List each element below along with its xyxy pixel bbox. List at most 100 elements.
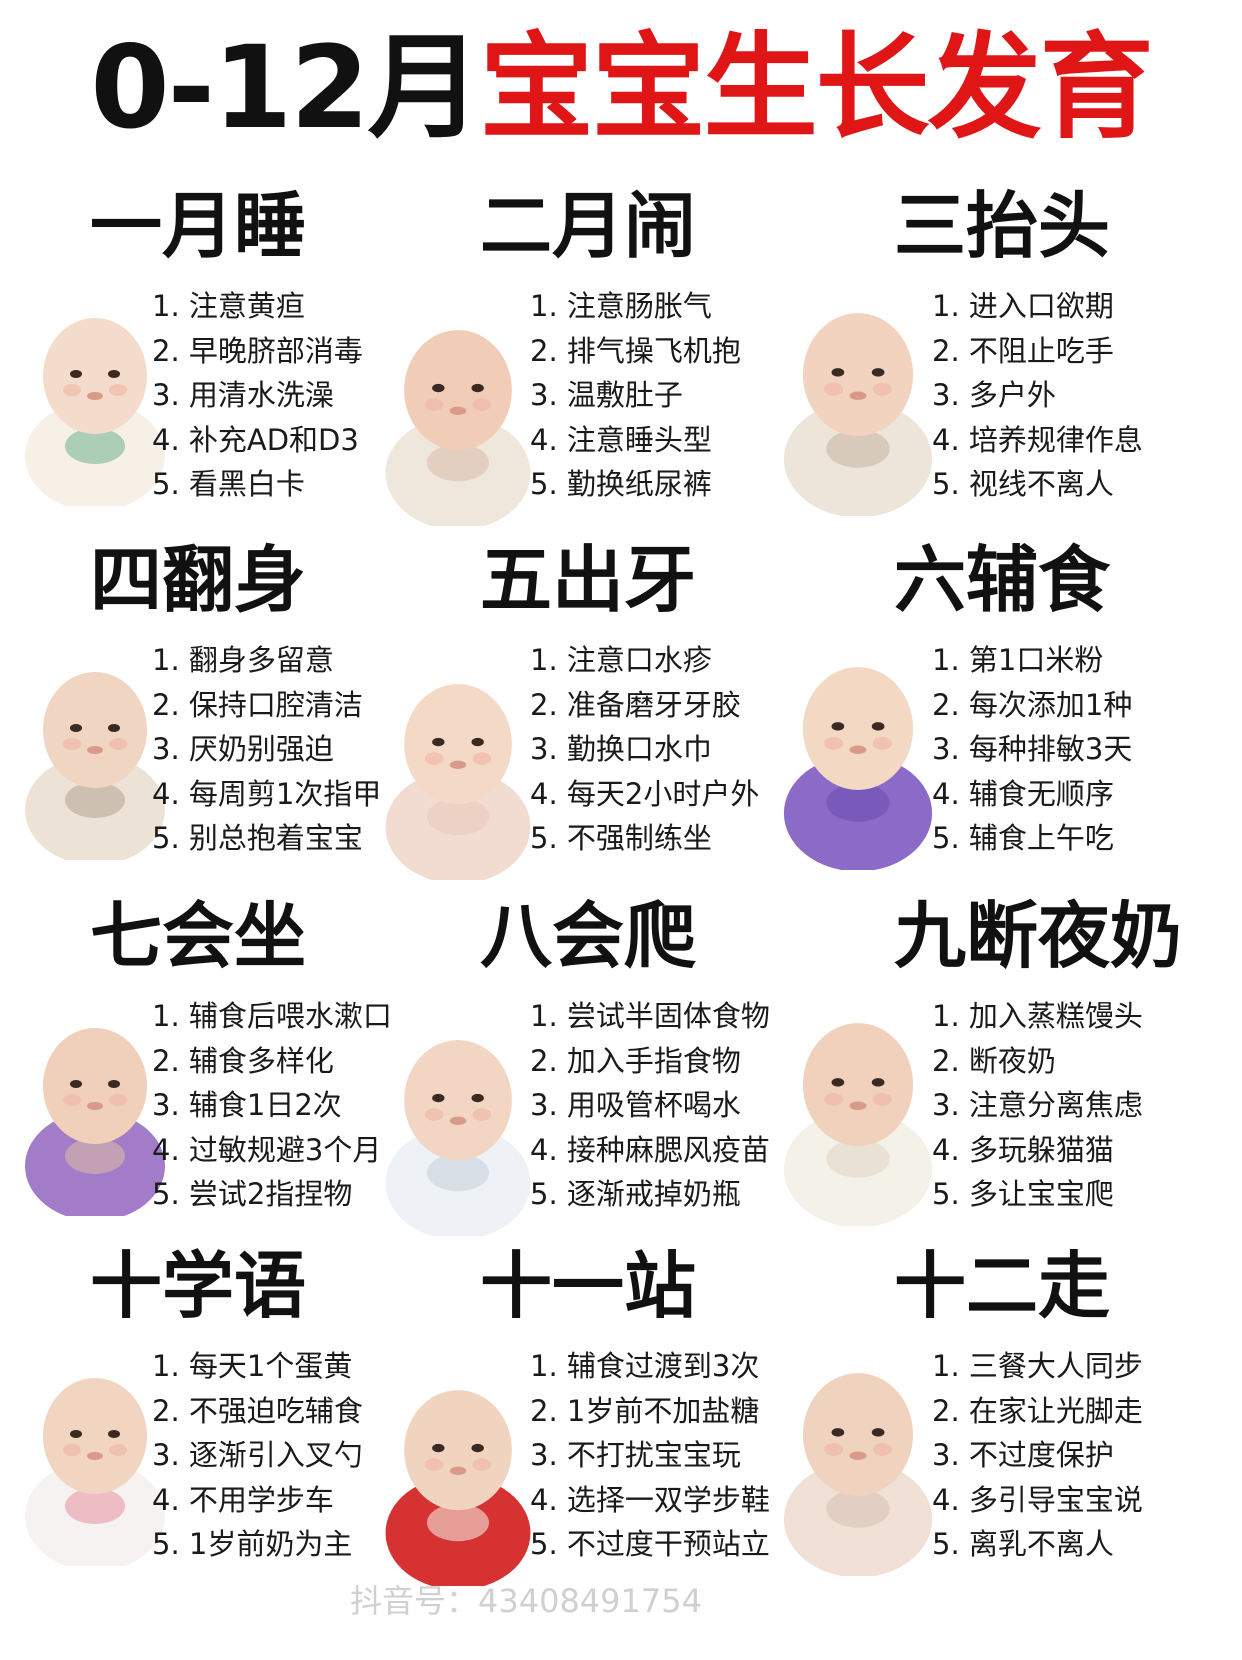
tip-item: 1. 加入蒸糕馒头 <box>932 999 1143 1033</box>
baby-purple-hat-photo <box>768 640 948 870</box>
baby-lifting-head-photo <box>768 286 948 516</box>
month-section-12: 十二走 1. 三餐大人同步 2. 在家让光脚走 3. 不过度保护 4. 多引导宝宝说 5.… <box>783 1236 1242 1608</box>
tip-item: 4. 不用学步车 <box>152 1482 334 1517</box>
tips-list: 1. 三餐大人同步 2. 在家让光脚走 3. 不过度保护 4. 多引导宝宝说 5. 离乳… <box>932 1344 1143 1567</box>
tip-item: 2. 加入手指食物 <box>530 1043 741 1078</box>
month-section-10: 十学语 1. 每天1个蛋黄 2. 不强迫吃辅食 3. 逐渐引入叉勺 4. 不用学步车 5.… <box>0 1236 414 1608</box>
tips-list: 1. 第1口米粉 2. 每次添加1种 3. 每种排敏3天 4. 辅食无顺序 5. 辅食上… <box>932 638 1132 861</box>
month-section-2: 二月闹 1. 注意肠胀气 2. 排气操飞机抱 3. 温敷肚子 4. 注意睡头型 5. 勤换… <box>385 176 828 548</box>
tip-item: 4. 过敏规避3个月 <box>152 1132 382 1167</box>
tips-list: 1. 注意口水疹 2. 准备磨牙牙胶 3. 勤换口水巾 4. 每天2小时户外 5. 不强… <box>530 638 759 861</box>
tip-item: 1. 辅食后喂水漱口 <box>152 999 392 1033</box>
month-section-5: 五出牙 1. 注意口水疹 2. 准备磨牙牙胶 3. 勤换口水巾 4. 每天2小时户外 5.… <box>385 530 828 902</box>
baby-pink-outfit-photo <box>768 1346 948 1576</box>
tip-item: 3. 注意分离焦虑 <box>932 1088 1143 1122</box>
tip-item: 4. 每天2小时户外 <box>530 776 760 811</box>
tip-item: 5. 不强制练坐 <box>530 821 712 855</box>
tips-list: 1. 注意肠胀气 2. 排气操飞机抱 3. 温敷肚子 4. 注意睡头型 5. 勤换纸尿裤 <box>530 284 741 507</box>
tip-item: 3. 不打扰宝宝玩 <box>530 1438 741 1472</box>
page-title: 0-12月宝宝生长发育 <box>0 18 1242 158</box>
tip-item: 1. 翻身多留意 <box>152 643 334 677</box>
tip-item: 3. 不过度保护 <box>932 1438 1114 1472</box>
tip-item: 2. 辅食多样化 <box>152 1043 334 1078</box>
month-heading: 六辅食 <box>894 538 1111 622</box>
month-section-7: 七会坐 1. 辅食后喂水漱口 2. 辅食多样化 3. 辅食1日2次 4. 过敏规避3个月… <box>0 886 414 1258</box>
tip-item: 1. 注意肠胀气 <box>530 289 712 323</box>
tips-list: 1. 每天1个蛋黄 2. 不强迫吃辅食 3. 逐渐引入叉勺 4. 不用学步车 5. 1岁… <box>152 1344 363 1567</box>
tip-item: 5. 勤换纸尿裤 <box>530 467 712 501</box>
tip-item: 3. 用清水洗澡 <box>152 378 334 412</box>
baby-purple-hood-photo <box>10 1006 180 1216</box>
tip-item: 4. 多玩躲猫猫 <box>932 1132 1114 1167</box>
tip-item: 2. 每次添加1种 <box>932 687 1133 722</box>
tip-item: 4. 培养规律作息 <box>932 422 1143 457</box>
title-age-range: 0-12月 <box>90 21 481 154</box>
tip-item: 1. 每天1个蛋黄 <box>152 1349 353 1383</box>
tip-item: 2. 在家让光脚走 <box>932 1393 1143 1428</box>
tip-item: 1. 注意黄疸 <box>152 289 305 323</box>
baby-crying-photo <box>370 306 546 526</box>
tip-item: 2. 排气操飞机抱 <box>530 333 741 368</box>
tips-list: 1. 进入口欲期 2. 不阻止吃手 3. 多户外 4. 培养规律作息 5. 视线不离人 <box>932 284 1143 507</box>
tip-item: 2. 断夜奶 <box>932 1043 1056 1078</box>
baby-crawling-photo <box>370 1016 546 1236</box>
tip-item: 5. 看黑白卡 <box>152 467 305 501</box>
tip-item: 4. 选择一双学步鞋 <box>530 1482 770 1517</box>
month-heading: 四翻身 <box>90 538 307 622</box>
baby-sleeping-photo <box>10 296 180 506</box>
tip-item: 1. 注意口水疹 <box>530 643 712 677</box>
month-heading: 十二走 <box>894 1244 1111 1328</box>
tip-item: 1. 三餐大人同步 <box>932 1349 1143 1383</box>
tips-list: 1. 加入蒸糕馒头 2. 断夜奶 3. 注意分离焦虑 4. 多玩躲猫猫 5. 多让宝宝爬 <box>932 994 1143 1217</box>
tip-item: 4. 注意睡头型 <box>530 422 712 457</box>
month-heading: 十一站 <box>480 1244 697 1328</box>
tip-item: 5. 逐渐戒掉奶瓶 <box>530 1177 741 1211</box>
tip-item: 3. 多户外 <box>932 378 1056 412</box>
tip-item: 2. 准备磨牙牙胶 <box>530 687 741 722</box>
month-section-3: 三抬头 1. 进入口欲期 2. 不阻止吃手 3. 多户外 4. 培养规律作息 5. 视线不… <box>783 176 1242 548</box>
month-heading: 十学语 <box>90 1244 307 1328</box>
tip-item: 5. 尝试2指捏物 <box>152 1177 353 1211</box>
tip-item: 5. 离乳不离人 <box>932 1527 1114 1561</box>
tip-item: 3. 厌奶别强迫 <box>152 732 334 766</box>
month-section-6: 六辅食 1. 第1口米粉 2. 每次添加1种 3. 每种排敏3天 4. 辅食无顺序 5. … <box>783 530 1242 902</box>
month-heading: 九断夜奶 <box>894 894 1183 978</box>
tip-item: 1. 进入口欲期 <box>932 289 1114 323</box>
month-section-4: 四翻身 1. 翻身多留意 2. 保持口腔清洁 3. 厌奶别强迫 4. 每周剪1次指甲 5.… <box>0 530 414 902</box>
month-heading: 二月闹 <box>480 184 697 268</box>
tip-item: 3. 每种排敏3天 <box>932 732 1133 766</box>
tips-list: 1. 尝试半固体食物 2. 加入手指食物 3. 用吸管杯喝水 4. 接种麻腮风疫苗 5.… <box>530 994 770 1217</box>
baby-sitting-photo <box>768 996 948 1226</box>
month-heading: 八会爬 <box>480 894 697 978</box>
baby-floral-pajama-photo <box>10 1356 180 1566</box>
title-growth: 宝宝生长发育 <box>479 21 1154 154</box>
month-section-9: 九断夜奶 1. 加入蒸糕馒头 2. 断夜奶 3. 注意分离焦虑 4. 多玩躲猫猫 5. 多… <box>783 886 1242 1258</box>
tips-list: 1. 辅食过渡到3次 2. 1岁前不加盐糖 3. 不打扰宝宝玩 4. 选择一双学步鞋 5… <box>530 1344 770 1567</box>
tips-list: 1. 辅食后喂水漱口 2. 辅食多样化 3. 辅食1日2次 4. 过敏规避3个月 5. … <box>152 994 392 1217</box>
tip-item: 3. 温敷肚子 <box>530 378 683 412</box>
tip-item: 3. 逐渐引入叉勺 <box>152 1438 363 1472</box>
tip-item: 1. 尝试半固体食物 <box>530 999 770 1033</box>
tip-item: 3. 勤换口水巾 <box>530 732 712 766</box>
tips-list: 1. 注意黄疸 2. 早晚脐部消毒 3. 用清水洗澡 4. 补充AD和D3 5. 看黑白… <box>152 284 363 507</box>
douyin-watermark: 抖音号：43408491754 <box>350 1582 702 1620</box>
tip-item: 4. 辅食无顺序 <box>932 776 1114 811</box>
month-section-8: 八会爬 1. 尝试半固体食物 2. 加入手指食物 3. 用吸管杯喝水 4. 接种麻腮风疫… <box>385 886 828 1258</box>
tip-item: 4. 多引导宝宝说 <box>932 1482 1143 1517</box>
tip-item: 5. 不过度干预站立 <box>530 1527 770 1561</box>
tip-item: 5. 视线不离人 <box>932 467 1114 501</box>
tip-item: 2. 1岁前不加盐糖 <box>530 1393 760 1428</box>
baby-beret-photo <box>370 1366 546 1586</box>
month-heading: 三抬头 <box>894 184 1111 268</box>
tip-item: 5. 别总抱着宝宝 <box>152 821 363 855</box>
month-section-1: 一月睡 1. 注意黄疸 2. 早晚脐部消毒 3. 用清水洗澡 4. 补充AD和D3 5. … <box>0 176 414 548</box>
month-section-11: 十一站 1. 辅食过渡到3次 2. 1岁前不加盐糖 3. 不打扰宝宝玩 4. 选择一双学… <box>385 1236 828 1608</box>
month-heading: 五出牙 <box>480 538 697 622</box>
tip-item: 4. 每周剪1次指甲 <box>152 776 382 811</box>
tip-item: 3. 辅食1日2次 <box>152 1088 342 1122</box>
tip-item: 5. 多让宝宝爬 <box>932 1177 1114 1211</box>
tip-item: 1. 辅食过渡到3次 <box>530 1349 760 1383</box>
tip-item: 2. 保持口腔清洁 <box>152 687 363 722</box>
baby-rolling-photo <box>10 650 180 860</box>
tips-list: 1. 翻身多留意 2. 保持口腔清洁 3. 厌奶别强迫 4. 每周剪1次指甲 5. 别总… <box>152 638 381 861</box>
